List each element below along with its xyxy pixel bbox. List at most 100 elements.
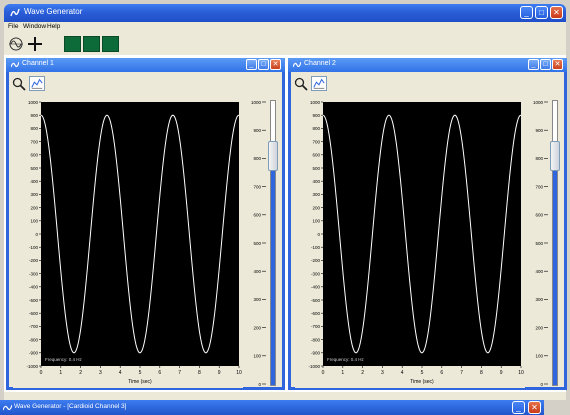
y-tick-label: -800 [311,337,321,342]
second-window-titlebar[interactable]: Wave Generator - [Cardioid Channel 3] _ … [0,400,544,415]
channel-2-close-button[interactable]: ✕ [552,59,563,70]
add-channel-icon[interactable] [26,35,44,53]
menu-file[interactable]: File [8,23,19,30]
channel-1-maximize-button[interactable]: □ [258,59,269,70]
toolbar [4,33,566,55]
x-tick-label: 5 [139,370,142,376]
main-titlebar[interactable]: Wave Generator _ □ ✕ [4,4,566,22]
channel-1-titlebar[interactable]: Channel 1 _ □ ✕ [6,58,285,72]
minimize-button[interactable]: _ [520,6,533,19]
y-tick-label: -700 [29,324,39,329]
y-tick-label: -600 [29,311,39,316]
y-tick-label: 800 [30,126,38,131]
y-tick-label: 200 [30,205,38,210]
x-tick-label: 3 [381,370,384,376]
slider-tick-label: 900 [535,128,543,133]
second-minimize-button[interactable]: _ [512,401,525,414]
status-bar [4,392,566,400]
chart-view-icon[interactable] [311,76,327,91]
cascade-layout-button[interactable] [83,36,100,52]
sine-trace [40,114,240,354]
slider-fill [271,146,275,385]
close-button[interactable]: ✕ [550,6,563,19]
slider-tick-label: 900 [253,128,261,133]
second-close-button[interactable]: ✕ [528,401,541,414]
minimize-icon: _ [524,8,529,17]
y-tick-label: 100 [312,219,320,224]
maximize-button[interactable]: □ [535,6,548,19]
x-axis-label: Time (sec) [410,379,434,385]
frequency-label: Frequency: 0.4 Hz [327,357,365,362]
channel-2-titlebar[interactable]: Channel 2 _ □ ✕ [288,58,567,72]
maximize-icon: □ [539,8,544,17]
slider-thumb[interactable] [550,140,560,171]
menu-bar: File Window Help [4,22,566,33]
slider-tick-label: 0 [540,382,543,387]
menu-window[interactable]: Window [23,23,47,30]
menu-help[interactable]: Help [47,23,61,30]
slider-track[interactable] [270,100,276,386]
y-tick-label: -500 [29,298,39,303]
x-tick-label: 8 [480,370,483,376]
x-tick-label: 4 [119,370,122,376]
y-tick-label: 0 [35,232,38,237]
y-tick-label: -300 [29,271,39,276]
channel-2-plot: 1000 900 800 700 600 500 400 300 200 100 0 -100 -200… [295,98,525,388]
x-tick-label: 9 [218,370,221,376]
x-tick-label: 2 [361,370,364,376]
y-tick-label: -900 [29,351,39,356]
zoom-icon[interactable] [12,77,26,91]
y-tick-label: 400 [30,179,38,184]
channel-2-amplitude-slider[interactable]: 1000 900 800 700 600 500 400 300 200 100 0 [527,98,561,388]
channel-2-title: Channel 2 [304,60,336,67]
y-tick-label: 900 [312,113,320,118]
channel-2-maximize-button[interactable]: □ [540,59,551,70]
x-tick-label: 5 [421,370,424,376]
slider-tick-label: 800 [253,156,261,161]
slider-tick-label: 400 [253,269,261,274]
slider-tick-label: 1000 [251,100,262,105]
y-tick-label: 800 [312,126,320,131]
slider-tick-label: 100 [253,354,261,359]
slider-tick-label: 0 [258,382,261,387]
sine-wave-tool-icon[interactable] [8,35,24,53]
channel-1-minimize-button[interactable]: _ [246,59,257,70]
channel-1-amplitude-slider[interactable]: 1000 900 800 700 600 500 400 300 200 100 0 [245,98,279,388]
y-tick-label: -200 [29,258,39,263]
x-tick-label: 0 [40,370,43,376]
y-tick-label: -600 [311,311,321,316]
y-tick-label: 300 [312,192,320,197]
y-tick-label: 0 [317,232,320,237]
zoom-icon[interactable] [294,77,308,91]
y-tick-label: 1000 [310,100,321,105]
y-tick-label: 700 [30,139,38,144]
y-tick-label: -300 [311,271,321,276]
slider-tick-label: 500 [535,241,543,246]
slider-thumb[interactable] [268,140,278,171]
x-tick-label: 0 [322,370,325,376]
slider-track[interactable] [552,100,558,386]
slider-tick-label: 200 [253,325,261,330]
channel-2-chart: 10009008007006005004003002001000-100-200… [308,100,524,385]
y-tick-label: -1000 [308,364,320,369]
tile-layout-button[interactable] [64,36,81,52]
grid-layout-button[interactable] [102,36,119,52]
channel-1-chart: 10009008007006005004003002001000-100-200… [26,100,242,385]
y-tick-label: 100 [30,219,38,224]
y-tick-label: -1000 [26,364,38,369]
slider-tick-label: 800 [535,156,543,161]
channel-1-close-button[interactable]: ✕ [270,59,281,70]
y-tick-label: -400 [311,285,321,290]
x-tick-label: 6 [158,370,161,376]
y-tick-label: 600 [312,153,320,158]
app-icon [10,8,20,17]
channel-1-plot: 1000 900 800 700 600 500 400 300 200 100 0 -100 -200… [13,98,243,388]
chart-view-icon[interactable] [29,76,45,91]
x-tick-label: 10 [236,370,242,376]
channel-2-minimize-button[interactable]: _ [528,59,539,70]
slider-tick-label: 700 [535,184,543,189]
slider-tick-label: 100 [535,354,543,359]
y-tick-label: -900 [311,351,321,356]
